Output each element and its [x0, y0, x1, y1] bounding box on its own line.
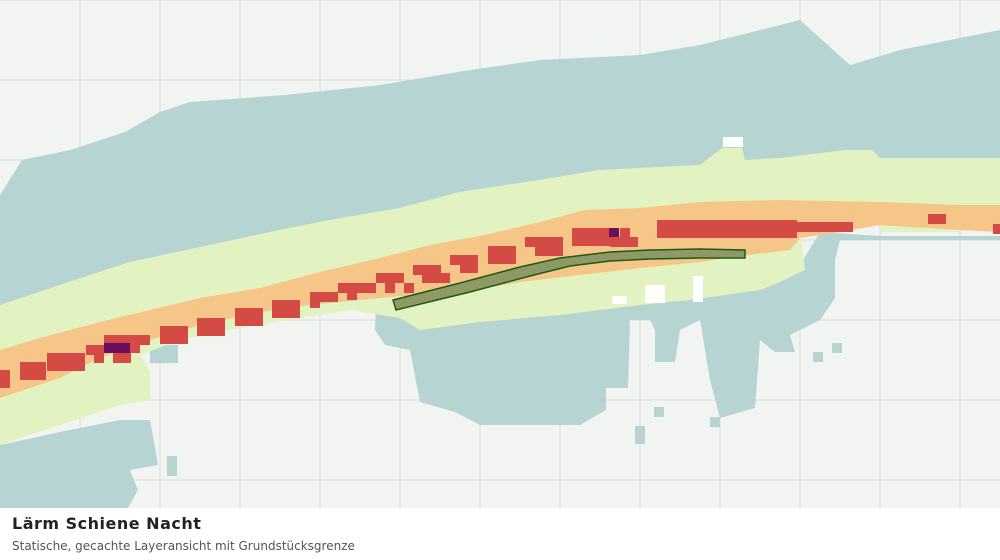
noise-cell-high: [347, 292, 357, 300]
noise-cell-high: [20, 362, 46, 380]
noise-cell-high: [235, 308, 263, 326]
noise-band-lowest-sw: [0, 420, 158, 508]
noise-cell-high: [928, 214, 946, 224]
map-gap: [693, 276, 703, 302]
noise-cell-high: [0, 370, 10, 388]
noise-patch: [813, 352, 823, 362]
noise-cell-high: [86, 345, 104, 355]
noise-cell-high: [197, 318, 225, 336]
noise-cell-high: [113, 353, 131, 363]
map-gap: [612, 296, 627, 304]
noise-cell-high: [422, 273, 450, 283]
noise-cell-high: [385, 283, 395, 293]
map-caption: Lärm Schiene Nacht Statische, gecachte L…: [0, 508, 1000, 560]
noise-cell-high: [450, 255, 478, 265]
noise-cell-high: [338, 283, 376, 293]
noise-band-high: [0, 214, 1000, 388]
noise-cell-high: [310, 292, 338, 302]
noise-cell-high: [610, 237, 638, 247]
noise-patch: [710, 417, 720, 427]
noise-cell-high: [376, 273, 404, 283]
noise-cell-high: [993, 224, 1000, 234]
noise-band-medium: [0, 200, 1000, 398]
noise-cell-high: [488, 246, 516, 264]
noise-cell-high: [272, 300, 300, 318]
noise-band-lowest-south: [375, 232, 1000, 425]
noise-hotspot: [104, 343, 130, 353]
noise-cell-high: [404, 283, 414, 293]
noise-cell-high: [535, 246, 563, 256]
noise-cell-high: [160, 326, 188, 344]
map-gap: [645, 285, 665, 303]
noise-cell-high: [104, 335, 150, 345]
noise-patch: [654, 407, 664, 417]
noise-cell-high: [310, 300, 320, 308]
noise-cell-high: [130, 343, 140, 353]
noise-cell-high: [620, 228, 630, 238]
noise-cell-high: [797, 222, 853, 232]
noise-cell-high: [94, 353, 104, 363]
noise-patch: [635, 426, 645, 444]
parcel-boundary[interactable]: [392, 248, 746, 311]
layer-subtitle: Statische, gecachte Layeransicht mit Gru…: [12, 539, 355, 553]
noise-map: [0, 0, 1000, 508]
map-canvas[interactable]: [0, 0, 1000, 508]
noise-patch: [167, 456, 177, 476]
noise-hotspot: [609, 228, 619, 237]
noise-cell-high: [413, 265, 441, 275]
noise-patch: [150, 345, 178, 363]
noise-patch: [832, 343, 842, 353]
map-gap: [723, 137, 743, 147]
noise-band-lowest: [0, 20, 1000, 305]
noise-cell-high: [460, 263, 478, 273]
noise-cell-high: [47, 353, 85, 371]
layer-title: Lärm Schiene Nacht: [12, 514, 202, 533]
noise-cell-high: [572, 228, 610, 246]
noise-cell-high: [525, 237, 563, 247]
noise-cell-high: [657, 220, 797, 238]
